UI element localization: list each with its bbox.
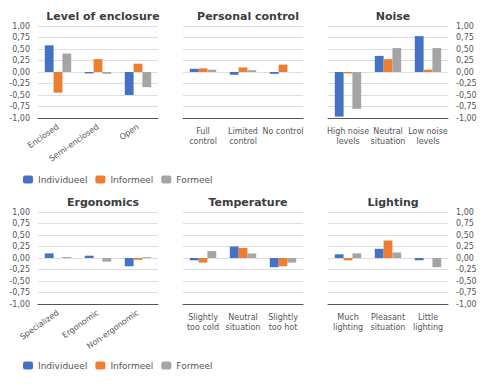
- svg-text:0,25: 0,25: [12, 56, 30, 65]
- svg-text:too hot: too hot: [269, 323, 298, 332]
- svg-text:0,50: 0,50: [12, 45, 30, 54]
- svg-text:Ergonomics: Ergonomics: [67, 196, 140, 209]
- svg-text:0,25: 0,25: [456, 242, 474, 251]
- svg-text:Informeel: Informeel: [110, 361, 153, 371]
- svg-text:-0,50: -0,50: [456, 277, 477, 286]
- svg-text:1,00: 1,00: [12, 208, 30, 217]
- svg-text:Pleasant: Pleasant: [371, 313, 405, 322]
- svg-text:0,00: 0,00: [456, 68, 474, 77]
- svg-text:control: control: [189, 137, 217, 146]
- svg-text:lighting: lighting: [413, 323, 443, 332]
- svg-text:Little: Little: [418, 313, 438, 322]
- svg-text:Noise: Noise: [376, 10, 411, 23]
- svg-text:-1,00: -1,00: [9, 114, 30, 123]
- svg-text:Slightly: Slightly: [268, 313, 298, 322]
- svg-text:Specialized: Specialized: [18, 308, 60, 341]
- svg-text:Level of enclosure: Level of enclosure: [46, 10, 159, 23]
- svg-text:0,25: 0,25: [12, 242, 30, 251]
- svg-text:-0,50: -0,50: [9, 91, 30, 100]
- svg-text:-0,75: -0,75: [456, 288, 477, 297]
- svg-text:Open: Open: [118, 122, 141, 142]
- svg-text:Formeel: Formeel: [176, 175, 212, 185]
- svg-text:Much: Much: [337, 313, 358, 322]
- svg-text:situation: situation: [226, 323, 261, 332]
- svg-text:No control: No control: [262, 127, 303, 136]
- svg-text:-0,75: -0,75: [9, 288, 30, 297]
- svg-text:-0,25: -0,25: [456, 79, 477, 88]
- svg-text:Individueel: Individueel: [38, 361, 87, 371]
- svg-text:Ergonomic: Ergonomic: [61, 308, 101, 340]
- svg-text:levels: levels: [416, 137, 439, 146]
- svg-text:Non-ergonomic: Non-ergonomic: [85, 308, 140, 351]
- svg-text:Full: Full: [196, 127, 210, 136]
- svg-text:-0,75: -0,75: [456, 102, 477, 111]
- svg-text:Individueel: Individueel: [38, 175, 87, 185]
- svg-text:-1,00: -1,00: [456, 114, 477, 123]
- svg-text:0,75: 0,75: [12, 33, 30, 42]
- svg-text:situation: situation: [371, 137, 406, 146]
- svg-text:0,25: 0,25: [456, 56, 474, 65]
- svg-text:Limited: Limited: [228, 127, 258, 136]
- svg-text:Personal control: Personal control: [197, 10, 299, 23]
- svg-text:0,50: 0,50: [456, 231, 474, 240]
- svg-text:Informeel: Informeel: [110, 175, 153, 185]
- svg-text:-1,00: -1,00: [9, 300, 30, 309]
- svg-text:situation: situation: [371, 323, 406, 332]
- svg-text:0,75: 0,75: [456, 33, 474, 42]
- svg-text:Low noise: Low noise: [408, 127, 448, 136]
- svg-text:lighting: lighting: [333, 323, 363, 332]
- svg-text:High noise: High noise: [327, 127, 369, 136]
- svg-text:0,00: 0,00: [12, 68, 30, 77]
- svg-text:-1,00: -1,00: [456, 300, 477, 309]
- svg-text:Temperature: Temperature: [208, 196, 287, 209]
- svg-text:-0,25: -0,25: [9, 79, 30, 88]
- svg-text:Semi-enclosed: Semi-enclosed: [47, 122, 100, 163]
- svg-text:1,00: 1,00: [456, 208, 474, 217]
- svg-text:-0,50: -0,50: [456, 91, 477, 100]
- svg-text:Lighting: Lighting: [367, 196, 418, 209]
- svg-text:-0,25: -0,25: [456, 265, 477, 274]
- svg-text:0,50: 0,50: [12, 231, 30, 240]
- svg-text:-0,25: -0,25: [9, 265, 30, 274]
- svg-text:Neutral: Neutral: [373, 127, 403, 136]
- svg-text:0,75: 0,75: [12, 219, 30, 228]
- svg-text:-0,75: -0,75: [9, 102, 30, 111]
- svg-text:1,00: 1,00: [456, 22, 474, 31]
- svg-text:0,75: 0,75: [456, 219, 474, 228]
- svg-text:0,50: 0,50: [456, 45, 474, 54]
- svg-text:Neutral: Neutral: [228, 313, 258, 322]
- svg-text:0,00: 0,00: [12, 254, 30, 263]
- svg-text:-0,50: -0,50: [9, 277, 30, 286]
- svg-text:Enclosed: Enclosed: [26, 122, 60, 150]
- svg-text:1,00: 1,00: [12, 22, 30, 31]
- svg-text:levels: levels: [336, 137, 359, 146]
- svg-text:control: control: [229, 137, 257, 146]
- svg-text:0,00: 0,00: [456, 254, 474, 263]
- svg-text:Slightly: Slightly: [188, 313, 218, 322]
- svg-text:Formeel: Formeel: [176, 361, 212, 371]
- svg-text:too cold: too cold: [187, 323, 219, 332]
